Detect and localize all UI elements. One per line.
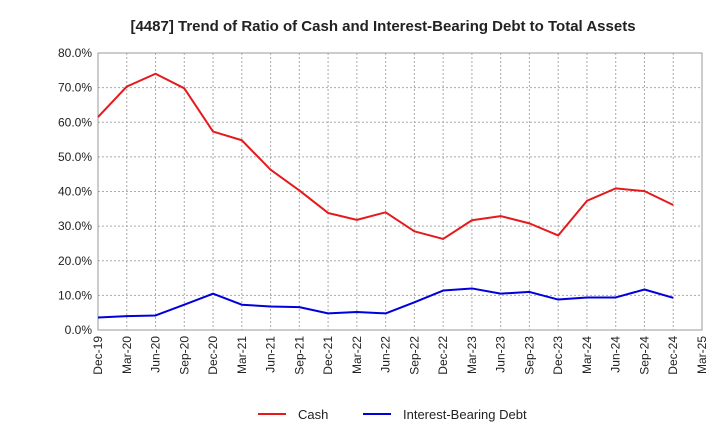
series-lines <box>97 72 674 319</box>
x-tick-label: Dec-23 <box>551 336 565 375</box>
y-tick-label: 50.0% <box>58 150 92 164</box>
series-line-1 <box>97 287 674 319</box>
x-tick-label: Mar-23 <box>465 336 479 374</box>
x-tick-label: Jun-20 <box>149 336 163 373</box>
x-tick-label: Mar-20 <box>120 336 134 374</box>
x-tick-label: Sep-24 <box>637 336 651 375</box>
x-tick-label: Mar-22 <box>350 336 364 374</box>
x-tick-label: Mar-24 <box>580 336 594 374</box>
x-tick-label: Jun-23 <box>494 336 508 373</box>
y-tick-label: 80.0% <box>58 46 92 60</box>
series-line-0 <box>97 72 674 240</box>
chart-title: [4487] Trend of Ratio of Cash and Intere… <box>130 18 635 35</box>
x-tick-label: Jun-24 <box>609 336 623 373</box>
x-axis-tick-labels: Dec-19 Mar-20 Jun-20 Sep-20 Dec-20 Mar-21 Jun-… <box>91 336 709 375</box>
plot-area-frame <box>97 52 703 331</box>
y-tick-label: 20.0% <box>58 254 92 268</box>
x-tick-label: Sep-22 <box>407 336 421 375</box>
y-tick-label: 40.0% <box>58 185 92 199</box>
x-tick-label: Dec-21 <box>321 336 335 375</box>
y-tick-label: 0.0% <box>65 323 93 337</box>
x-tick-label: Sep-23 <box>522 336 536 375</box>
legend-label-0: Cash <box>298 407 328 422</box>
x-tick-label: Jun-22 <box>379 336 393 373</box>
y-tick-label: 30.0% <box>58 219 92 233</box>
grid-lines <box>98 53 702 330</box>
y-axis-tick-labels: 0.0% 10.0% 20.0% 30.0% 40.0% 50.0% 60.0% 70.0% 8… <box>58 46 92 337</box>
x-tick-label: Mar-21 <box>235 336 249 374</box>
x-tick-label: Dec-20 <box>206 336 220 375</box>
y-tick-label: 60.0% <box>58 115 92 129</box>
x-tick-label: Mar-25 <box>695 336 709 374</box>
y-tick-label: 10.0% <box>58 288 92 302</box>
legend: Cash Interest-Bearing Debt <box>258 407 527 422</box>
x-tick-label: Sep-21 <box>292 336 306 375</box>
x-tick-label: Jun-21 <box>264 336 278 373</box>
legend-label-1: Interest-Bearing Debt <box>403 407 527 422</box>
y-tick-label: 70.0% <box>58 81 92 95</box>
x-tick-label: Sep-20 <box>177 336 191 375</box>
x-tick-label: Dec-22 <box>436 336 450 375</box>
x-tick-label: Dec-19 <box>91 336 105 375</box>
x-tick-label: Dec-24 <box>666 336 680 375</box>
